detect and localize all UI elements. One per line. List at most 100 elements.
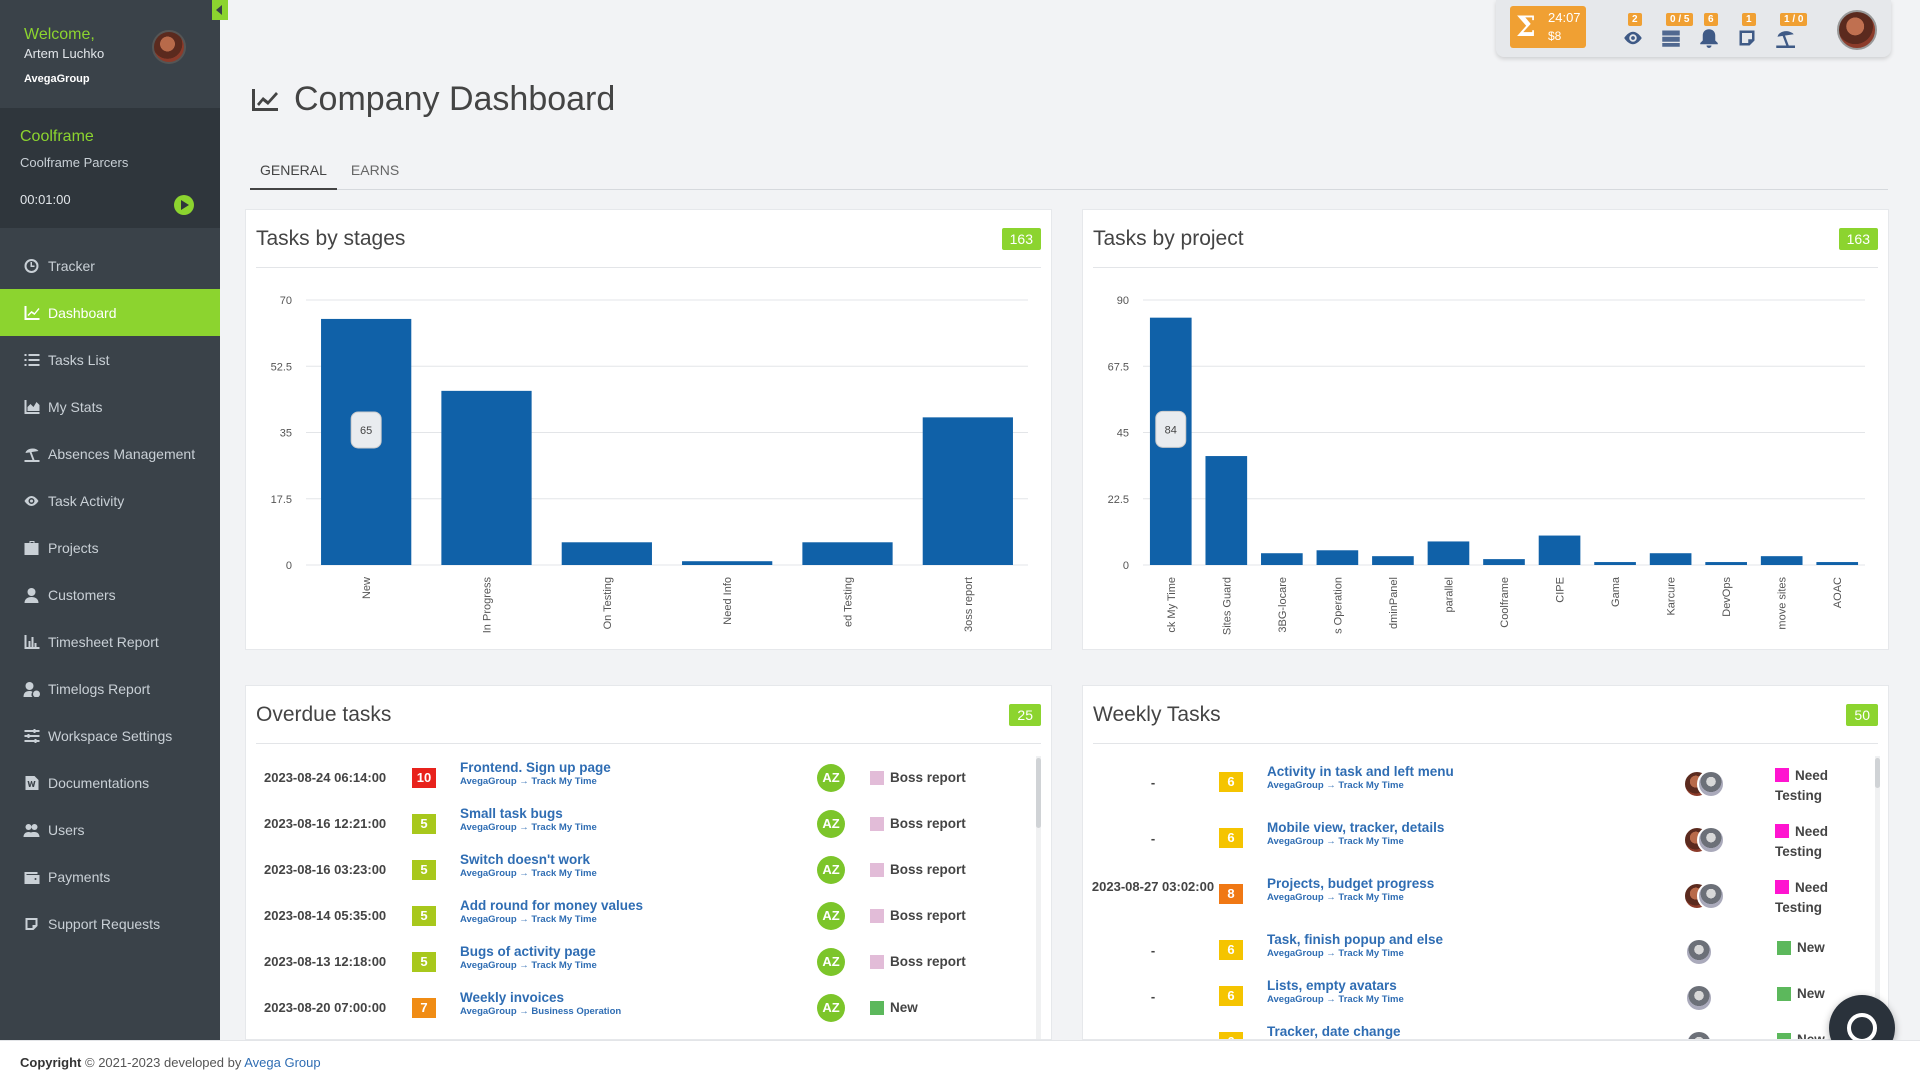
tab-general[interactable]: GENERAL xyxy=(250,150,337,190)
task-path[interactable]: AvegaGroup → Track My Time xyxy=(460,776,597,787)
sidebar-item-users[interactable]: Users xyxy=(0,806,220,853)
task-path[interactable]: AvegaGroup → Track My Time xyxy=(1267,836,1404,847)
task-link[interactable]: Lists, empty avatars xyxy=(1267,978,1397,993)
play-button[interactable] xyxy=(174,195,194,215)
task-path[interactable]: AvegaGroup → Track My Time xyxy=(460,868,597,879)
assignee-avatar[interactable]: AZ xyxy=(817,948,845,976)
task-link[interactable]: Small task bugs xyxy=(460,806,563,821)
sidebar-item-timelogs-report[interactable]: Timelogs Report xyxy=(0,665,220,712)
bar[interactable] xyxy=(1649,553,1692,565)
sidebar-item-dashboard[interactable]: Dashboard xyxy=(0,289,220,336)
tasks-by-stages-card: Tasks by stages 163 0 17.5 35 52.5 70 New In P… xyxy=(245,209,1052,650)
sidebar-item-customers[interactable]: Customers xyxy=(0,571,220,618)
footer-link[interactable]: Avega Group xyxy=(244,1055,321,1070)
bar[interactable] xyxy=(1427,541,1470,565)
sidebar-item-tasks-list[interactable]: Tasks List xyxy=(0,336,220,383)
avatar[interactable] xyxy=(1697,882,1725,910)
task-link[interactable]: Weekly invoices xyxy=(460,990,565,1005)
task-path[interactable]: AvegaGroup → Track My Time xyxy=(1267,780,1404,791)
status-label: New xyxy=(1797,940,1825,955)
avatar[interactable] xyxy=(1697,826,1725,854)
bar[interactable] xyxy=(1372,556,1414,565)
bar[interactable] xyxy=(682,561,773,565)
scrollbar-track[interactable] xyxy=(1875,756,1880,1039)
task-link[interactable]: Frontend. Sign up page xyxy=(460,760,611,775)
assignee-avatar[interactable]: AZ xyxy=(817,810,845,838)
task-link[interactable]: Add round for money values xyxy=(460,898,644,913)
bar[interactable] xyxy=(1316,550,1359,565)
task-path[interactable]: AvegaGroup → Track My Time xyxy=(1267,948,1404,959)
assignee-avatar[interactable]: AZ xyxy=(817,994,845,1022)
task-link[interactable]: Projects, budget progress xyxy=(1267,876,1435,891)
task-link[interactable]: Activity in task and left menu xyxy=(1267,764,1454,779)
task-date: 2023-08-20 07:00:00 xyxy=(264,1000,387,1015)
tracker-project[interactable]: Coolframe xyxy=(20,128,94,145)
bar[interactable] xyxy=(1205,456,1248,565)
sidebar-item-payments[interactable]: Payments xyxy=(0,853,220,900)
avatar[interactable] xyxy=(1685,984,1713,1012)
sidebar-item-support-requests[interactable]: Support Requests xyxy=(0,900,220,947)
task-link[interactable]: Bugs of activity page xyxy=(460,944,596,959)
task-link[interactable]: Task, finish popup and else xyxy=(1267,932,1444,947)
server-icon[interactable] xyxy=(1660,28,1682,48)
sidebar-item-documentations[interactable]: Documentations xyxy=(0,759,220,806)
assignee-avatar[interactable]: AZ xyxy=(817,856,845,884)
bar[interactable] xyxy=(1816,562,1859,565)
task-path[interactable]: AvegaGroup → Business Operation xyxy=(460,1006,622,1017)
overdue-tasks-card: Overdue tasks 25 2023-08-24 06:14:00 10 Fr… xyxy=(245,685,1052,1040)
bar[interactable] xyxy=(1483,559,1525,565)
assignee-avatar[interactable]: AZ xyxy=(817,902,845,930)
bar[interactable] xyxy=(1594,562,1636,565)
note-icon[interactable] xyxy=(1736,28,1758,48)
tracker-widget: Coolframe Coolframe Parcers 00:01:00 xyxy=(0,108,220,228)
bar[interactable] xyxy=(1538,535,1581,565)
task-link[interactable]: Switch doesn't work xyxy=(460,852,590,867)
umbrella-beach-icon xyxy=(22,446,40,462)
assignee-avatar[interactable]: AZ xyxy=(817,764,845,792)
umbrella-beach-icon[interactable] xyxy=(1774,28,1796,48)
sidebar-collapse-button[interactable] xyxy=(212,0,228,20)
tracker-task[interactable]: Coolframe Parcers xyxy=(20,155,129,170)
task-link[interactable]: Tracker, date change xyxy=(1267,1024,1401,1039)
tooltip-value: 65 xyxy=(360,425,372,437)
scrollbar-track[interactable] xyxy=(1036,756,1041,1039)
bar[interactable] xyxy=(1705,562,1747,565)
sidebar-item-absences-management[interactable]: Absences Management xyxy=(0,430,220,477)
task-path[interactable]: AvegaGroup → Track My Time xyxy=(1267,892,1404,903)
user-avatar[interactable] xyxy=(1837,10,1877,50)
task-path[interactable]: AvegaGroup → Track My Time xyxy=(460,822,597,833)
avatar[interactable] xyxy=(1685,1030,1713,1039)
tab-earns[interactable]: EARNS xyxy=(350,162,400,178)
bar[interactable] xyxy=(802,542,893,565)
task-path[interactable]: AvegaGroup → Track My Time xyxy=(460,914,597,925)
task-path[interactable]: AvegaGroup → Track My Time xyxy=(1267,994,1404,1005)
x-tick-label: dminPanel xyxy=(1388,577,1400,629)
eye-icon[interactable] xyxy=(1622,28,1644,48)
bar[interactable] xyxy=(922,417,1013,565)
bar[interactable] xyxy=(561,542,652,565)
sidebar-item-timesheet-report[interactable]: Timesheet Report xyxy=(0,618,220,665)
clock-icon xyxy=(22,258,40,274)
sidebar-item-workspace-settings[interactable]: Workspace Settings xyxy=(0,712,220,759)
sidebar-item-task-activity[interactable]: Task Activity xyxy=(0,477,220,524)
sidebar-item-tracker[interactable]: Tracker xyxy=(0,242,220,289)
avatar[interactable] xyxy=(1685,938,1713,966)
status-label: New xyxy=(1797,986,1825,1001)
scrollbar[interactable] xyxy=(1875,758,1880,788)
sidebar-item-label: Timelogs Report xyxy=(48,680,151,697)
bar[interactable] xyxy=(1760,556,1803,565)
scrollbar[interactable] xyxy=(1036,758,1041,828)
task-path[interactable]: AvegaGroup → Track My Time xyxy=(460,960,597,971)
task-link[interactable]: Mobile view, tracker, details xyxy=(1267,820,1445,835)
avatar[interactable] xyxy=(1697,770,1725,798)
status-color xyxy=(870,954,884,969)
sidebar-item-projects[interactable]: Projects xyxy=(0,524,220,571)
sidebar-item-my-stats[interactable]: My Stats xyxy=(0,383,220,430)
sidebar-item-label: Timesheet Report xyxy=(48,633,159,650)
bar[interactable] xyxy=(441,390,532,565)
tasks-by-project-chart: 0 22.5 45 67.5 90 ck My Time Sites Guard 3BG-lo… xyxy=(1108,295,1865,635)
bar[interactable] xyxy=(1261,553,1303,565)
total-time-box[interactable]: Σ 24:07 $8 xyxy=(1510,6,1586,48)
bell-icon[interactable] xyxy=(1698,28,1720,48)
avatar[interactable] xyxy=(152,30,186,64)
